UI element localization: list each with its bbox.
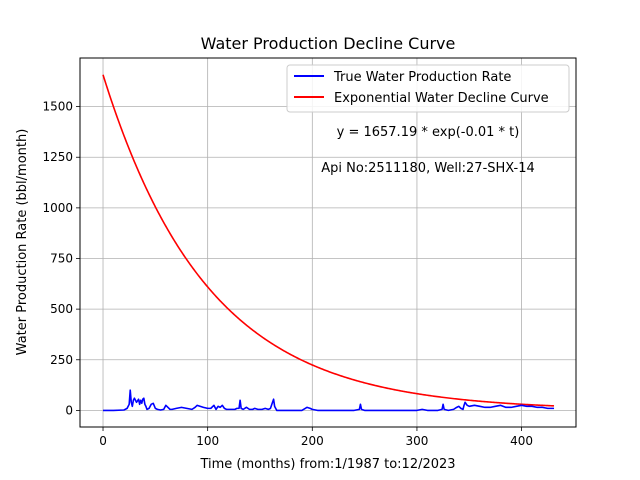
series-layer xyxy=(102,74,555,412)
grid xyxy=(80,58,576,427)
well-annotation: Api No:2511180, Well:27-SHX-14 xyxy=(321,161,535,176)
y-tick-label: 0 xyxy=(65,403,73,417)
legend-label-true-rate: True Water Production Rate xyxy=(333,70,511,85)
y-axis-label: Water Production Rate (bbl/month) xyxy=(15,129,30,356)
series-line-decline-curve xyxy=(102,74,555,407)
x-tick-label: 100 xyxy=(196,434,219,448)
y-tick-label: 1000 xyxy=(42,201,73,215)
x-axis-ticks: 0 100 200 300 400 xyxy=(99,427,533,448)
x-tick-label: 200 xyxy=(301,434,324,448)
y-axis-ticks: 0 250 500 750 1000 1250 1500 xyxy=(42,100,80,417)
legend-label-decline-curve: Exponential Water Decline Curve xyxy=(334,91,549,106)
x-tick-label: 300 xyxy=(405,434,428,448)
y-tick-label: 250 xyxy=(50,353,73,367)
legend-box xyxy=(286,64,570,113)
x-tick-label: 0 xyxy=(99,434,107,448)
equation-annotation: y = 1657.19 * exp(-0.01 * t) xyxy=(337,125,520,140)
plot-frame xyxy=(79,57,577,428)
series-line-true-rate xyxy=(103,389,555,412)
y-tick-label: 1500 xyxy=(42,100,73,114)
y-tick-label: 500 xyxy=(50,302,73,316)
y-tick-label: 750 xyxy=(50,251,73,265)
x-axis-label: Time (months) from:1/1987 to:12/2023 xyxy=(199,457,455,472)
x-tick-label: 400 xyxy=(510,434,533,448)
chart-title: Water Production Decline Curve xyxy=(201,34,456,53)
legend: True Water Production Rate Exponential W… xyxy=(286,64,570,113)
y-tick-label: 1250 xyxy=(42,150,73,164)
